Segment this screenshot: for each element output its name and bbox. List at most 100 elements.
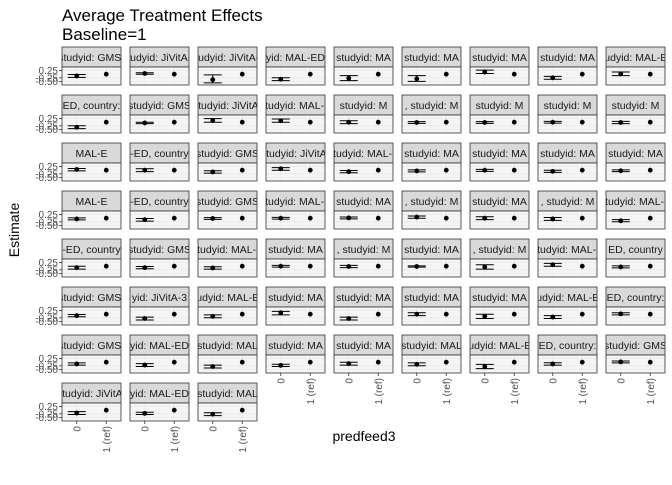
facet-panel: studyid: MAL-E bbox=[605, 190, 666, 230]
x-tick-label: 0 bbox=[412, 378, 423, 384]
facet-panel: yid: MAL-ED bbox=[129, 334, 190, 374]
reference-point bbox=[239, 215, 245, 221]
estimate-point bbox=[278, 215, 284, 221]
panel-border bbox=[605, 306, 666, 326]
panel-border bbox=[333, 258, 394, 278]
facet-panel: studyid: MAL-E bbox=[333, 142, 394, 182]
reference-point bbox=[647, 71, 653, 77]
facet-strip-label: yid: MAL-ED bbox=[266, 52, 325, 64]
reference-point bbox=[511, 71, 517, 77]
reference-point bbox=[171, 71, 177, 77]
reference-point bbox=[307, 359, 313, 365]
x-tick-label: 1 (ref) bbox=[170, 426, 181, 453]
estimate-point bbox=[482, 264, 488, 270]
facet-panel: studyid: MAL-ED bbox=[537, 286, 598, 326]
panel-border bbox=[401, 306, 462, 326]
reference-point bbox=[239, 167, 245, 173]
facet-panel: ED, country: 0 1 (ref) bbox=[537, 334, 598, 405]
panel-background bbox=[538, 115, 597, 133]
reference-point bbox=[103, 167, 109, 173]
reference-point bbox=[171, 311, 177, 317]
estimate-point bbox=[74, 124, 80, 130]
panel-border bbox=[265, 66, 326, 86]
panel-border bbox=[469, 162, 530, 182]
reference-point bbox=[443, 71, 449, 77]
panel-background bbox=[198, 355, 257, 373]
reference-point bbox=[579, 119, 585, 125]
reference-point bbox=[647, 311, 653, 317]
panel-border bbox=[401, 114, 462, 134]
panel-border bbox=[129, 258, 190, 278]
reference-point bbox=[171, 167, 177, 173]
facet-strip-label: studyid: M bbox=[544, 100, 592, 112]
panel-border bbox=[469, 354, 530, 374]
reference-point bbox=[579, 311, 585, 317]
panel-background bbox=[606, 307, 665, 325]
estimate-point bbox=[74, 313, 80, 319]
panel-border bbox=[265, 354, 326, 374]
panel-border bbox=[537, 114, 598, 134]
panel-background bbox=[402, 115, 461, 133]
reference-point bbox=[375, 119, 381, 125]
estimate-point bbox=[74, 361, 80, 367]
facet-strip-label: , studyid: M bbox=[541, 196, 595, 208]
panel-border bbox=[333, 66, 394, 86]
facet-strip-label: -ED, country bbox=[130, 148, 189, 160]
chart-subtitle: Baseline=1 bbox=[62, 25, 147, 44]
reference-point bbox=[579, 359, 585, 365]
x-tick-label: 1 (ref) bbox=[102, 426, 113, 453]
facet-strip-label: yid: MAL-ED bbox=[130, 388, 189, 400]
panel-background bbox=[62, 163, 121, 181]
facet-panel: studyid: GMS bbox=[129, 238, 190, 278]
reference-point bbox=[171, 407, 177, 413]
facet-strip-label: studyid: MA bbox=[472, 196, 527, 208]
y-tick-label: -0.25 bbox=[35, 313, 58, 324]
facet-panel: ED, country bbox=[605, 238, 666, 278]
reference-point bbox=[443, 311, 449, 317]
facet-panel: studyid: GMS bbox=[197, 190, 258, 230]
panel-border bbox=[469, 114, 530, 134]
facet-panel: studyid: JiVitA- bbox=[265, 142, 326, 182]
panel-background bbox=[334, 355, 393, 373]
reference-point bbox=[239, 119, 245, 125]
panel-border bbox=[265, 306, 326, 326]
facet-strip-label: studyid: MAL bbox=[197, 340, 258, 352]
panel-background bbox=[266, 259, 325, 277]
facet-strip-label: ED, country bbox=[608, 244, 664, 256]
facet-panel: studyid: MA 0 1 (ref) bbox=[265, 334, 326, 405]
estimate-point bbox=[482, 120, 488, 125]
panel-border bbox=[265, 258, 326, 278]
panel-background bbox=[198, 211, 257, 229]
facet-strip-label: studyid: MA bbox=[404, 292, 459, 304]
facet-strip-label: studyid: MA bbox=[336, 52, 391, 64]
reference-point bbox=[171, 359, 177, 365]
facet-panel: , studyid: M bbox=[401, 190, 462, 230]
facet-panel: studyid: MA bbox=[469, 142, 530, 182]
facet-strip-label: studyid: MA bbox=[336, 196, 391, 208]
reference-point bbox=[103, 71, 109, 77]
estimate-point bbox=[618, 359, 624, 365]
x-tick-label: 0 bbox=[208, 426, 219, 432]
facet-strip-label: ED, country: bbox=[607, 292, 665, 304]
facet-panel: studyid: MAL 0 1 (ref) bbox=[401, 334, 462, 405]
facet-panel: studyid: M bbox=[537, 94, 598, 134]
facet-panel: studyid: JiVitA- 0.25-0.25-0.50 0 1 (ref) bbox=[35, 382, 122, 453]
reference-point bbox=[307, 71, 313, 77]
facet-strip-label: studyid: GMS bbox=[128, 100, 191, 112]
estimate-point bbox=[414, 76, 420, 82]
facet-panel: studyid: MAL-E bbox=[265, 94, 326, 134]
estimate-point bbox=[550, 262, 556, 268]
reference-point bbox=[511, 263, 517, 269]
x-tick-label: 1 (ref) bbox=[578, 378, 589, 405]
panel-background bbox=[470, 259, 529, 277]
x-tick-label: 1 (ref) bbox=[238, 426, 249, 453]
panel-background bbox=[470, 115, 529, 133]
estimate-point bbox=[210, 118, 216, 123]
panel-background bbox=[538, 355, 597, 373]
facet-strip-label: MAL-E bbox=[75, 148, 107, 160]
facet-strip-label: studyid: MA bbox=[608, 148, 663, 160]
panel-border bbox=[197, 66, 258, 86]
panel-background bbox=[62, 259, 121, 277]
facet-panel: studyid: MAL-ED 0 1 (ref) bbox=[469, 334, 530, 405]
